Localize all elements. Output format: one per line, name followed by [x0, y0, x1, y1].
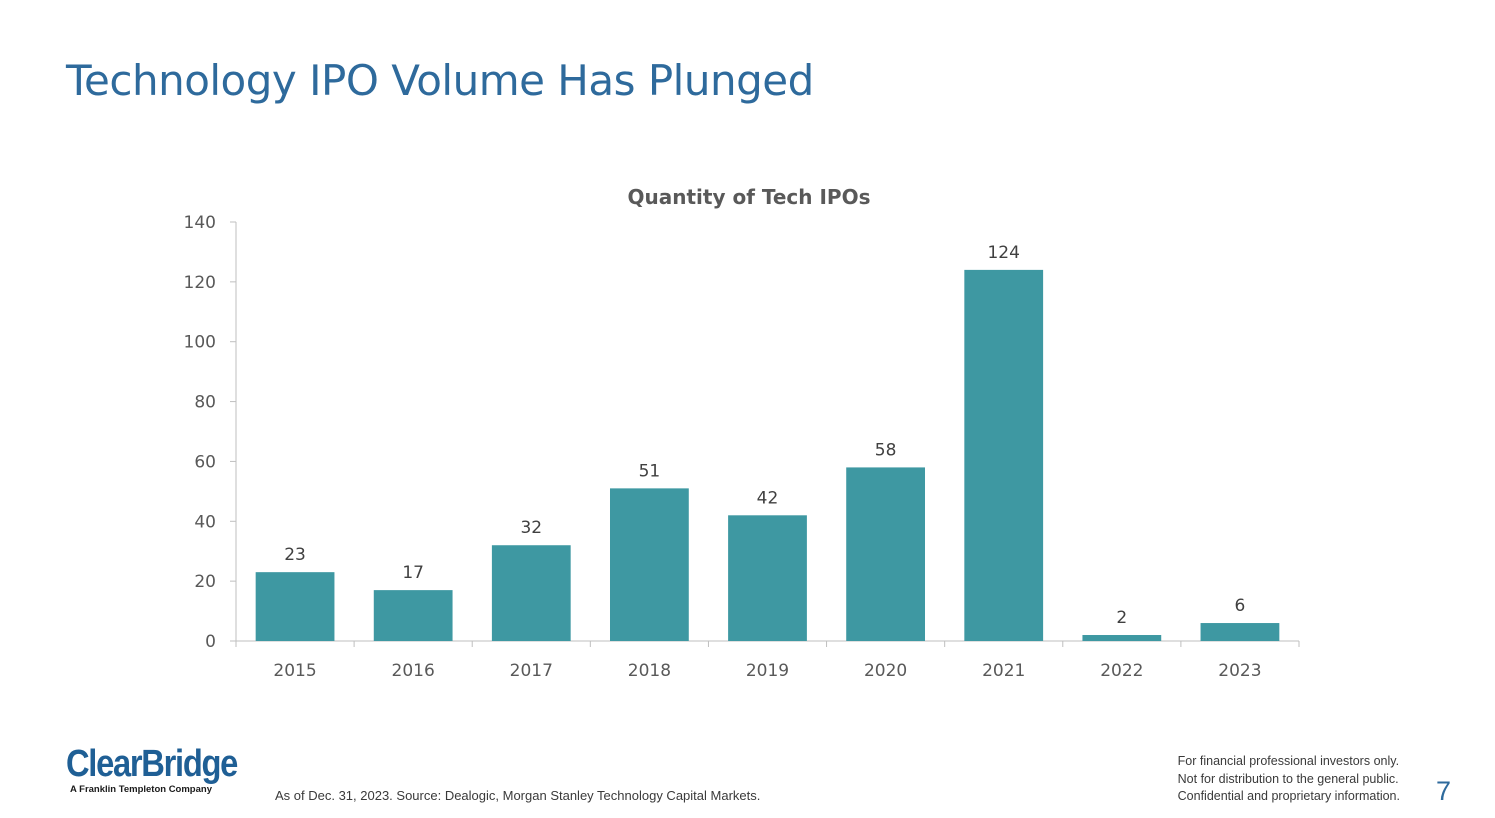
bar-2016 [373, 590, 453, 641]
bar-2019 [728, 515, 807, 641]
y-axis: 0 20 40 60 80 100 120 140 [184, 213, 237, 652]
bar-2023 [1200, 623, 1280, 641]
data-label-2020: 58 [875, 440, 897, 460]
page-title: Technology IPO Volume Has Plunged [66, 56, 814, 105]
data-label-2023: 6 [1235, 596, 1246, 616]
logo-wordmark: ClearBridge [66, 743, 238, 785]
x-tick-label: 2016 [392, 661, 435, 681]
disclaimer: For financial professional investors onl… [1178, 753, 1400, 806]
data-label-2017: 32 [520, 518, 542, 538]
bar-2020 [846, 467, 926, 641]
disclaimer-line: Confidential and proprietary information… [1177, 789, 1400, 803]
y-tick-label: 60 [194, 452, 216, 472]
x-tick-label: 2020 [864, 661, 907, 681]
bar-2015 [255, 572, 335, 641]
x-tick-label: 2022 [1100, 661, 1143, 681]
x-tick-label: 2015 [273, 661, 316, 681]
y-tick-label: 140 [184, 213, 216, 233]
x-tick-label: 2019 [746, 661, 789, 681]
x-tick-label: 2018 [628, 661, 671, 681]
bar-2017 [491, 545, 571, 641]
y-tick-label: 0 [205, 632, 216, 652]
chart-title: Quantity of Tech IPOs [628, 185, 871, 209]
x-tick-label: 2017 [510, 661, 553, 681]
x-tick-label: 2023 [1218, 661, 1261, 681]
bar-2022 [1082, 635, 1162, 641]
logo-tagline: A Franklin Templeton Company [70, 784, 212, 795]
x-tick-label: 2021 [982, 661, 1025, 681]
clearbridge-logo: ClearBridge A Franklin Templeton Company [66, 744, 265, 795]
y-tick-label: 20 [194, 572, 216, 592]
data-label-2015: 23 [284, 545, 306, 565]
data-labels: 23 17 32 51 42 58 124 2 6 [284, 243, 1245, 628]
page-number: 7 [1436, 776, 1452, 806]
y-tick-label: 40 [194, 512, 216, 532]
data-label-2019: 42 [757, 488, 779, 508]
disclaimer-line: Not for distribution to the general publ… [1177, 771, 1399, 786]
data-label-2018: 51 [639, 461, 661, 481]
source-footnote: As of Dec. 31, 2023. Source: Dealogic, M… [275, 788, 761, 803]
data-label-2021: 124 [987, 243, 1019, 263]
y-tick-label: 100 [184, 333, 216, 353]
y-tick-label: 80 [194, 393, 216, 413]
data-label-2022: 2 [1116, 608, 1127, 628]
x-axis: 2015 2016 2017 2018 2019 2020 2021 2022 2023 [235, 640, 1300, 681]
y-tick-label: 120 [184, 273, 216, 293]
bar-2018 [609, 488, 689, 641]
data-label-2016: 17 [402, 563, 424, 583]
bar-2021 [964, 269, 1044, 641]
bars [255, 269, 1280, 641]
disclaimer-line: For financial professional investors onl… [1177, 754, 1400, 768]
